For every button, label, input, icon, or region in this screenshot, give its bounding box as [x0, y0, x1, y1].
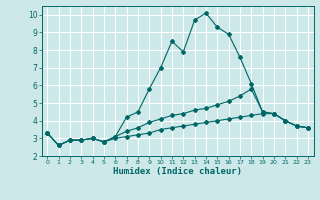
X-axis label: Humidex (Indice chaleur): Humidex (Indice chaleur): [113, 167, 242, 176]
